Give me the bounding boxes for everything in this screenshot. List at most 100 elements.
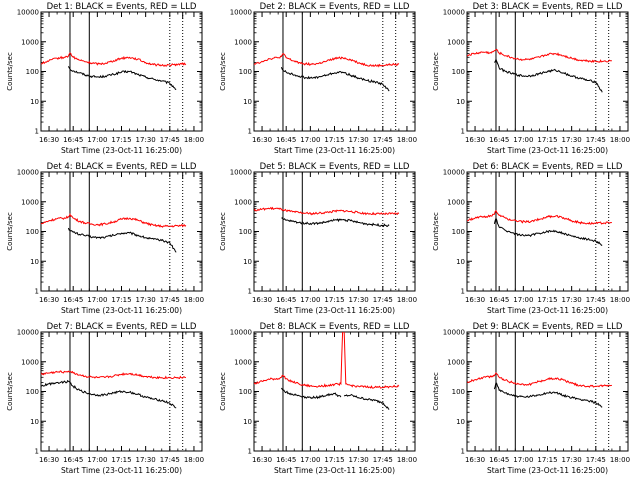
y-tick-label: 1000 [21,358,39,366]
y-tick-label: 10000 [443,329,465,337]
interval-bracket [608,171,615,179]
chart-panel-det-3: Det 3: BLACK = Events, RED = LLD 1 10 100 10… [426,0,639,160]
x-tick-label: 17:45 [586,456,606,464]
x-tick-label: 17:30 [136,456,156,464]
x-tick-label: 17:15 [537,456,557,464]
y-tick-label: 1 [461,288,465,296]
x-tick-label: 16:30 [39,456,59,464]
chart-panel-det-8: Det 8: BLACK = Events, RED = LLD 1 10 100 10… [213,320,426,480]
x-tick-label: 17:00 [87,456,107,464]
y-tick-label: 10 [30,98,39,106]
interval-bracket [495,171,502,179]
y-axis-label: Counts/sec [219,212,227,251]
x-tick-label: 17:30 [562,136,582,144]
y-tick-label: 1 [248,128,252,136]
y-tick-label: 1 [248,288,252,296]
x-tick-label: 17:00 [300,456,320,464]
chart-title: Det 3: BLACK = Events, RED = LLD [473,2,623,12]
y-tick-label: 100 [452,68,465,76]
y-axis-label: Counts/sec [432,372,440,411]
y-tick-label: 10000 [17,9,39,17]
y-tick-label: 10 [456,98,465,106]
y-axis-label: Counts/sec [6,52,14,91]
x-tick-label: 17:00 [87,136,107,144]
plot-frame [253,171,416,292]
x-tick-label: 16:30 [465,136,485,144]
y-tick-label: 10000 [17,169,39,177]
chart-svg: Det 3: BLACK = Events, RED = LLD 1 10 100 10… [432,2,630,155]
interval-bracket [69,11,76,19]
x-tick-label: 17:30 [562,296,582,304]
y-tick-label: 10000 [443,9,465,17]
interval-bracket [608,11,615,19]
x-tick-label: 16:45 [489,296,509,304]
x-tick-label: 17:15 [324,456,344,464]
y-tick-label: 1000 [21,198,39,206]
x-axis-label: Start Time (23-Oct-11 16:25:00) [274,306,395,315]
x-tick-label: 17:30 [349,296,369,304]
series-events-line [41,379,177,409]
y-tick-label: 100 [452,228,465,236]
chart-svg: Det 6: BLACK = Events, RED = LLD 1 10 100 10… [432,162,630,315]
chart-svg: Det 2: BLACK = Events, RED = LLD 1 10 100 10… [219,2,417,155]
x-tick-label: 16:30 [252,136,272,144]
y-tick-label: 100 [239,228,252,236]
chart-svg: Det 1: BLACK = Events, RED = LLD 1 10 100 10… [6,2,204,155]
x-tick-label: 16:45 [489,136,509,144]
x-tick-label: 17:30 [562,456,582,464]
y-axis-label: Counts/sec [432,52,440,91]
x-tick-label: 17:45 [160,456,180,464]
y-tick-label: 10 [243,418,252,426]
x-tick-label: 16:30 [465,456,485,464]
y-tick-label: 100 [26,388,39,396]
x-tick-label: 17:45 [373,136,393,144]
y-tick-label: 1000 [234,358,252,366]
y-axis-label: Counts/sec [6,212,14,251]
y-tick-label: 100 [26,228,39,236]
y-tick-label: 10 [456,258,465,266]
chart-svg: Det 5: BLACK = Events, RED = LLD 1 10 100 10… [219,162,417,315]
x-axis-label: Start Time (23-Oct-11 16:25:00) [487,146,608,155]
x-tick-label: 16:30 [252,456,272,464]
x-tick-label: 16:45 [276,296,296,304]
x-tick-label: 18:00 [184,456,204,464]
x-tick-label: 17:45 [373,456,393,464]
x-tick-label: 17:45 [160,296,180,304]
chart-title: Det 2: BLACK = Events, RED = LLD [260,2,410,12]
y-tick-label: 10 [243,98,252,106]
chart-title: Det 9: BLACK = Events, RED = LLD [473,322,623,332]
y-tick-label: 1000 [447,198,465,206]
x-tick-label: 18:00 [397,136,417,144]
y-tick-label: 100 [239,68,252,76]
x-tick-label: 16:45 [489,456,509,464]
interval-bracket [495,331,502,339]
plot-frame [40,171,203,292]
x-tick-label: 17:45 [586,296,606,304]
y-tick-label: 10000 [230,169,252,177]
interval-bracket [282,171,289,179]
y-tick-label: 10000 [443,169,465,177]
series-lld-line [254,52,400,68]
series-events-line [494,57,603,93]
chart-panel-det-6: Det 6: BLACK = Events, RED = LLD 1 10 100 10… [426,160,639,320]
x-tick-label: 17:30 [136,296,156,304]
chart-title: Det 5: BLACK = Events, RED = LLD [260,162,410,172]
x-tick-label: 17:15 [537,296,557,304]
y-tick-label: 1 [248,448,252,456]
interval-bracket [608,331,615,339]
interval-bracket [182,331,189,339]
x-tick-label: 17:45 [373,296,393,304]
x-tick-label: 18:00 [610,296,630,304]
x-axis-label: Start Time (23-Oct-11 16:25:00) [487,306,608,315]
y-tick-label: 1000 [447,358,465,366]
interval-bracket [69,171,76,179]
x-tick-label: 17:00 [300,136,320,144]
y-axis-label: Counts/sec [219,52,227,91]
x-axis-label: Start Time (23-Oct-11 16:25:00) [274,466,395,475]
series-events-line [67,227,177,253]
x-tick-label: 17:15 [324,136,344,144]
x-tick-label: 17:30 [136,136,156,144]
y-tick-label: 1 [35,448,39,456]
x-tick-label: 16:45 [63,456,83,464]
chart-title: Det 4: BLACK = Events, RED = LLD [47,162,197,172]
